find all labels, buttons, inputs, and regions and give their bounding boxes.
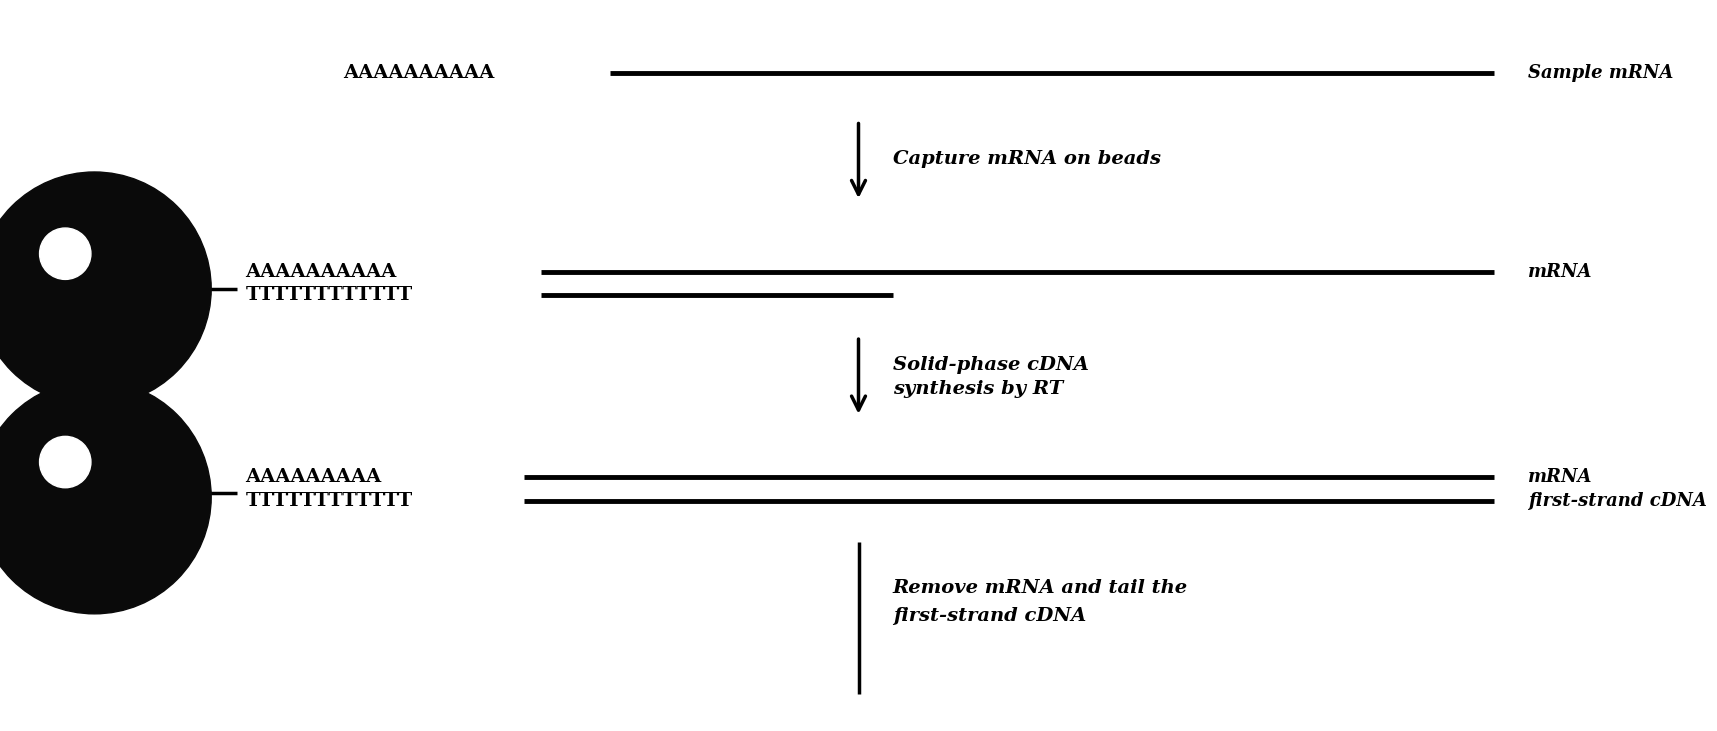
Text: TTTTTTTTTTTT: TTTTTTTTTTTT bbox=[246, 286, 412, 303]
Text: mRNA: mRNA bbox=[1528, 263, 1593, 281]
Text: synthesis by RT: synthesis by RT bbox=[893, 380, 1063, 398]
Text: TTTTTTTTTTTT: TTTTTTTTTTTT bbox=[246, 492, 412, 510]
Text: first-strand cDNA: first-strand cDNA bbox=[893, 607, 1087, 624]
Text: Remove mRNA and tail the: Remove mRNA and tail the bbox=[893, 580, 1188, 597]
Text: AAAAAAAAAA: AAAAAAAAAA bbox=[343, 64, 494, 82]
Ellipse shape bbox=[0, 380, 211, 614]
Ellipse shape bbox=[39, 436, 91, 488]
Ellipse shape bbox=[0, 172, 211, 406]
Text: Capture mRNA on beads: Capture mRNA on beads bbox=[893, 151, 1161, 168]
Text: AAAAAAAAAA: AAAAAAAAAA bbox=[246, 263, 397, 281]
Text: mRNA: mRNA bbox=[1528, 468, 1593, 485]
Text: first-strand cDNA: first-strand cDNA bbox=[1528, 492, 1707, 510]
Text: Sample mRNA: Sample mRNA bbox=[1528, 64, 1674, 82]
Ellipse shape bbox=[39, 228, 91, 279]
Text: AAAAAAAAA: AAAAAAAAA bbox=[246, 468, 381, 485]
Text: Solid-phase cDNA: Solid-phase cDNA bbox=[893, 357, 1089, 374]
